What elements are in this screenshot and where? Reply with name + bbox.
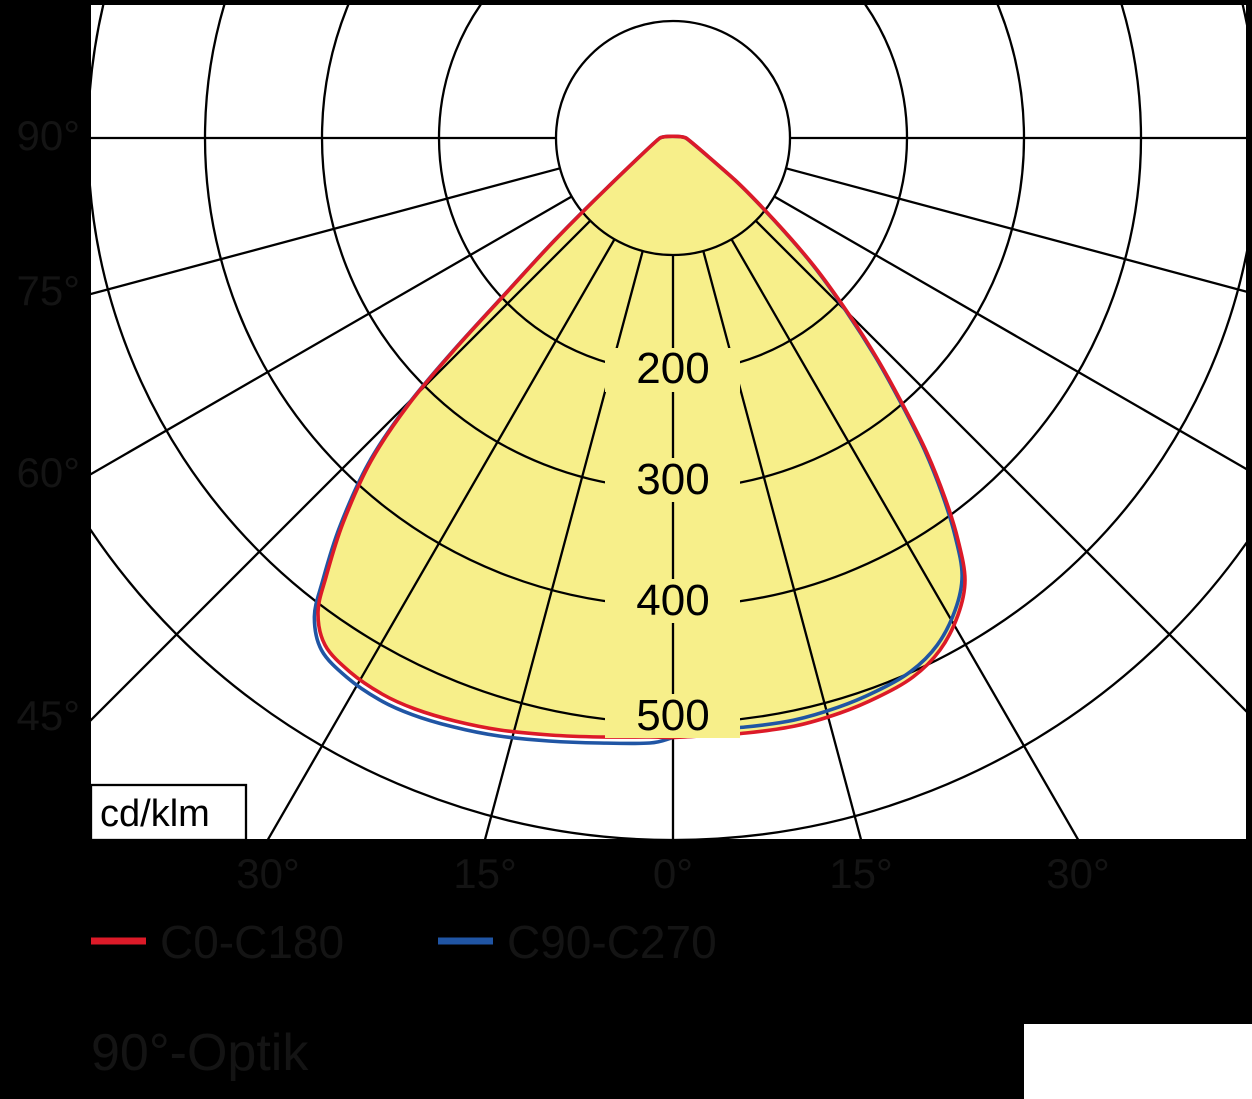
- svg-text:500: 500: [636, 691, 709, 740]
- svg-text:cd/klm: cd/klm: [100, 793, 210, 835]
- svg-text:200: 200: [636, 344, 709, 393]
- svg-text:300: 300: [636, 455, 709, 504]
- svg-text:30°: 30°: [236, 850, 300, 897]
- svg-text:30°: 30°: [1046, 850, 1110, 897]
- svg-text:90°-Optik: 90°-Optik: [91, 1024, 309, 1082]
- svg-text:C0-C180: C0-C180: [160, 916, 344, 968]
- svg-text:0°: 0°: [653, 850, 693, 897]
- svg-text:75°: 75°: [16, 267, 80, 314]
- svg-text:45°: 45°: [16, 692, 80, 739]
- svg-text:15°: 15°: [829, 850, 893, 897]
- svg-text:C90-C270: C90-C270: [507, 916, 717, 968]
- svg-text:90°: 90°: [16, 112, 80, 159]
- svg-text:15°: 15°: [453, 850, 517, 897]
- svg-text:60°: 60°: [16, 449, 80, 496]
- svg-text:400: 400: [636, 576, 709, 625]
